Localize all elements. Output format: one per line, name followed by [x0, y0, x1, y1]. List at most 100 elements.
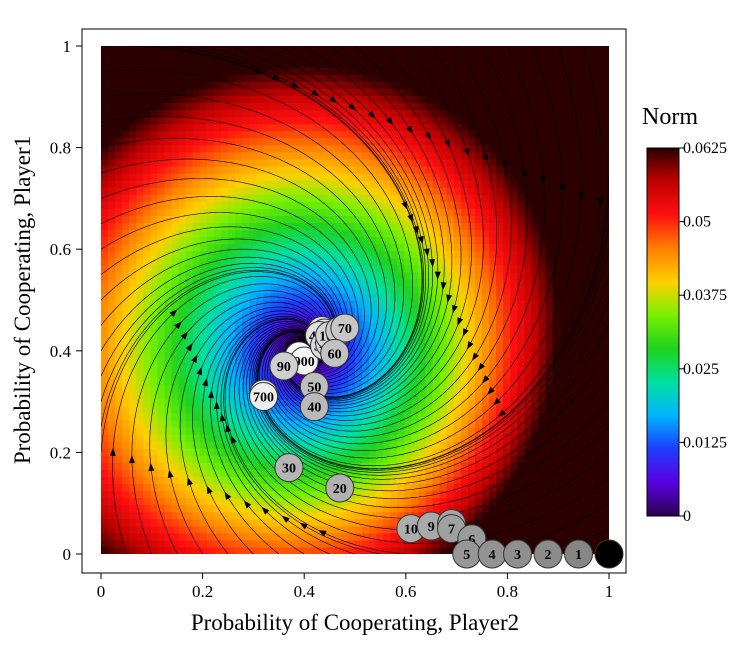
heat-cell: [439, 173, 448, 181]
heat-cell: [432, 222, 441, 231]
heat-cell: [291, 335, 300, 343]
heat-cell: [136, 123, 144, 132]
heat-cell: [517, 88, 525, 96]
heat-cell: [122, 462, 130, 470]
heat-cell: [115, 130, 123, 139]
heat-cell: [235, 278, 243, 287]
heat-cell: [256, 476, 264, 485]
heat-cell: [270, 257, 278, 266]
heat-cell: [171, 504, 180, 513]
heat-cell: [489, 349, 497, 358]
heat-cell: [164, 532, 173, 541]
heat-cell: [263, 300, 271, 308]
heat-cell: [524, 208, 532, 216]
heat-cell: [171, 335, 180, 343]
heat-cell: [369, 137, 377, 146]
heat-cell: [242, 60, 250, 68]
heat-cell: [115, 427, 123, 435]
heat-cell: [108, 349, 116, 358]
heat-cell: [157, 222, 166, 231]
heat-cell: [199, 215, 208, 223]
heat-cell: [122, 271, 130, 280]
heat-cell: [369, 165, 377, 174]
heat-cell: [355, 165, 363, 174]
heat-cell: [369, 243, 377, 252]
heat-cell: [235, 292, 243, 301]
heat-cell: [164, 243, 173, 252]
heat-cell: [277, 88, 286, 96]
heat-cell: [185, 405, 194, 414]
heat-cell: [517, 194, 525, 202]
heat-cell: [270, 469, 278, 477]
heat-cell: [474, 243, 483, 252]
heat-cell: [228, 74, 236, 82]
heat-cell: [580, 74, 589, 82]
heat-cell: [157, 46, 166, 54]
heat-cell: [355, 349, 363, 358]
heat-cell: [206, 504, 215, 513]
heat-cell: [143, 144, 151, 153]
heat-cell: [432, 412, 441, 421]
heat-cell: [432, 250, 441, 259]
heat-cell: [545, 307, 554, 315]
heat-cell: [383, 314, 391, 322]
heat-cell: [340, 377, 349, 386]
heat-cell: [242, 455, 250, 463]
heat-cell: [136, 504, 144, 513]
heat-cell: [242, 95, 250, 104]
heat-cell: [192, 250, 201, 259]
heat-cell: [115, 109, 123, 118]
heat-cell: [143, 158, 151, 167]
heat-cell: [249, 81, 257, 89]
heat-cell: [559, 349, 568, 358]
heat-cell: [150, 95, 159, 104]
heat-cell: [277, 476, 286, 485]
heat-cell: [199, 60, 208, 68]
heat-cell: [326, 88, 335, 96]
heat-cell: [178, 518, 187, 527]
heat-cell: [446, 137, 455, 146]
heat-cell: [263, 434, 271, 442]
heat-cell: [531, 116, 540, 125]
heat-cell: [319, 180, 328, 188]
heat-cell: [355, 271, 363, 280]
heat-cell: [397, 511, 405, 520]
heat-cell: [157, 201, 166, 209]
heat-cell: [326, 497, 335, 506]
heat-cell: [538, 335, 547, 343]
heat-cell: [503, 462, 511, 470]
heat-cell: [277, 53, 286, 61]
heat-cell: [489, 250, 497, 259]
heat-cell: [566, 391, 575, 400]
heat-cell: [390, 250, 398, 259]
heat-cell: [256, 194, 264, 202]
heat-cell: [489, 377, 497, 386]
heat-cell: [453, 102, 462, 111]
heat-cell: [136, 427, 144, 435]
heat-cell: [347, 173, 356, 181]
heat-cell: [383, 412, 391, 421]
heat-cell: [460, 60, 469, 68]
heat-cell: [249, 525, 257, 534]
heat-cell: [404, 194, 413, 202]
heat-cell: [474, 123, 483, 132]
heat-cell: [213, 194, 222, 202]
heat-cell: [383, 243, 391, 252]
heat-cell: [242, 109, 250, 118]
heat-cell: [256, 539, 264, 548]
heat-cell: [136, 208, 144, 216]
heat-cell: [122, 448, 130, 456]
heat-cell: [263, 74, 271, 82]
heat-cell: [256, 102, 264, 111]
heat-cell: [256, 497, 264, 506]
heat-cell: [157, 53, 166, 61]
heat-cell: [573, 60, 582, 68]
heat-cell: [418, 151, 427, 160]
heat-cell: [559, 342, 568, 350]
heat-cell: [284, 250, 293, 259]
heat-cell: [333, 427, 342, 435]
heat-cell: [383, 165, 391, 174]
heat-cell: [235, 490, 243, 499]
heat-cell: [545, 532, 554, 541]
heat-cell: [178, 74, 187, 82]
